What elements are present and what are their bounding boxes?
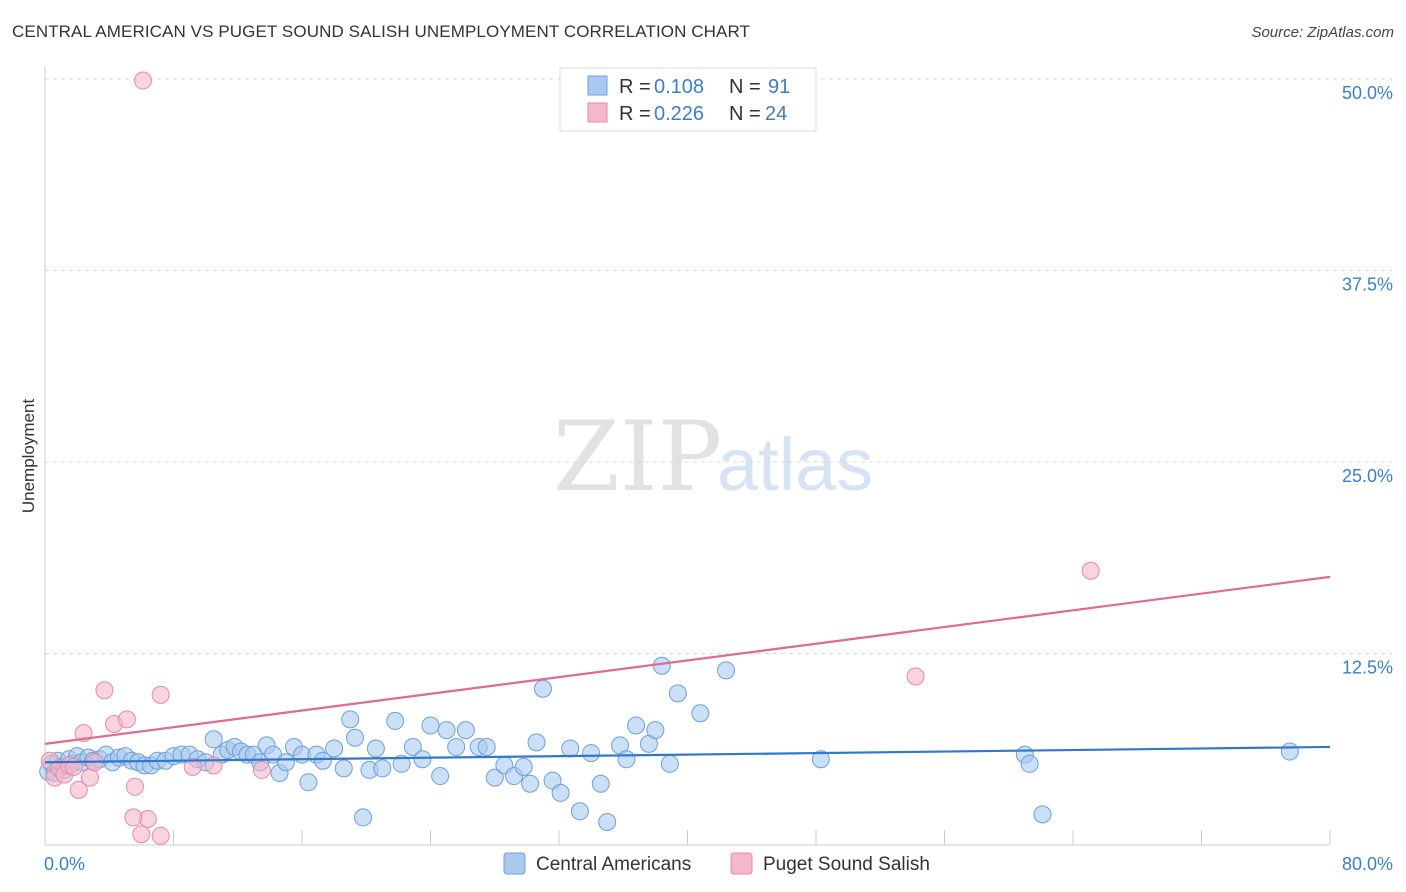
point-puget-sound-salish — [252, 760, 271, 779]
point-central-americans — [717, 661, 736, 680]
legend-r-label: R = — [619, 76, 651, 98]
point-central-americans — [591, 774, 610, 793]
point-puget-sound-salish — [133, 71, 152, 90]
point-central-americans — [652, 656, 671, 675]
point-puget-sound-salish — [69, 780, 88, 799]
x-tick-label: 80.0% — [1342, 854, 1393, 874]
point-central-americans — [646, 721, 665, 740]
legend-bottom: Central Americans Puget Sound Salish — [503, 852, 930, 875]
point-central-americans — [514, 757, 533, 776]
point-puget-sound-salish — [1081, 561, 1100, 580]
legend-n-label: N = — [729, 76, 761, 98]
point-central-americans — [521, 774, 540, 793]
x-tick-label: 0.0% — [44, 854, 85, 874]
legend-r-value: 0.108 — [654, 76, 704, 98]
chart-title: CENTRAL AMERICAN VS PUGET SOUND SALISH U… — [12, 22, 751, 41]
y-tick-label: 12.5% — [1342, 658, 1393, 678]
gridlines — [45, 78, 1392, 654]
point-central-americans — [527, 733, 546, 752]
watermark-atlas: atlas — [717, 423, 873, 506]
point-central-americans — [485, 768, 504, 787]
point-central-americans — [1020, 754, 1039, 773]
point-central-americans — [421, 716, 440, 735]
y-axis-label: Unemployment — [19, 399, 38, 514]
point-puget-sound-salish — [151, 826, 170, 845]
point-central-americans — [366, 739, 385, 758]
point-central-americans — [598, 813, 617, 832]
point-central-americans — [811, 750, 830, 769]
trend-lines — [44, 575, 1331, 764]
point-central-americans — [1033, 805, 1052, 824]
point-central-americans — [413, 750, 432, 769]
point-central-americans — [373, 759, 392, 778]
legend-n-value: 91 — [768, 76, 790, 98]
point-central-americans — [299, 773, 318, 792]
y-tick-label: 37.5% — [1342, 275, 1393, 295]
point-puget-sound-salish — [125, 777, 144, 796]
watermark-zip: ZIP — [553, 401, 722, 513]
legend-r-label: R = — [619, 103, 651, 125]
series-central-americans — [39, 656, 1299, 832]
source-label: Source: ZipAtlas.com — [1251, 24, 1394, 41]
point-central-americans — [325, 739, 344, 758]
legend-swatch-puget-sound-salish — [730, 852, 753, 875]
watermark: ZIP atlas — [553, 401, 873, 513]
point-central-americans — [403, 737, 422, 756]
point-puget-sound-salish — [95, 681, 114, 700]
legend-label-central-americans: Central Americans — [536, 854, 691, 875]
point-central-americans — [447, 737, 466, 756]
point-central-americans — [346, 728, 365, 747]
point-central-americans — [431, 767, 450, 786]
point-central-americans — [334, 759, 353, 778]
point-puget-sound-salish — [906, 667, 925, 686]
point-central-americans — [617, 750, 636, 769]
legend-swatch-pink — [587, 102, 608, 123]
point-central-americans — [533, 679, 552, 698]
point-puget-sound-salish — [132, 825, 151, 844]
point-central-americans — [386, 711, 405, 730]
point-central-americans — [660, 754, 679, 773]
legend-top: R = 0.108 N = 91 R = 0.226 N = 24 — [559, 67, 817, 132]
legend-n-label: N = — [729, 103, 761, 125]
point-central-americans — [582, 744, 601, 763]
point-central-americans — [392, 754, 411, 773]
axes — [44, 66, 1331, 846]
point-central-americans — [1280, 742, 1299, 761]
point-central-americans — [477, 737, 496, 756]
point-central-americans — [551, 783, 570, 802]
trendline-central-americans — [44, 745, 1331, 764]
point-central-americans — [354, 808, 373, 827]
legend-label-puget-sound-salish: Puget Sound Salish — [763, 854, 930, 875]
y-tick-label: 25.0% — [1342, 466, 1393, 486]
tick-labels: 12.5% 25.0% 37.5% 50.0% 0.0% 80.0% — [44, 83, 1393, 874]
legend-swatch-central-americans — [503, 852, 526, 875]
y-tick-label: 50.0% — [1342, 83, 1393, 103]
point-central-americans — [204, 730, 223, 749]
point-puget-sound-salish — [183, 757, 202, 776]
point-puget-sound-salish — [151, 685, 170, 704]
point-puget-sound-salish — [80, 768, 99, 787]
point-central-americans — [456, 721, 475, 740]
point-central-americans — [570, 802, 589, 821]
point-puget-sound-salish — [117, 710, 136, 729]
legend-r-value: 0.226 — [654, 103, 704, 125]
point-central-americans — [668, 684, 687, 703]
trendline-puget-sound-salish — [44, 575, 1331, 745]
point-puget-sound-salish — [124, 808, 143, 827]
legend-swatch-blue — [587, 75, 608, 96]
point-central-americans — [313, 751, 332, 770]
point-central-americans — [276, 753, 295, 772]
point-central-americans — [341, 710, 360, 729]
point-central-americans — [561, 739, 580, 758]
point-central-americans — [627, 716, 646, 735]
point-central-americans — [691, 704, 710, 723]
point-central-americans — [437, 721, 456, 740]
legend-n-value: 24 — [765, 103, 787, 125]
